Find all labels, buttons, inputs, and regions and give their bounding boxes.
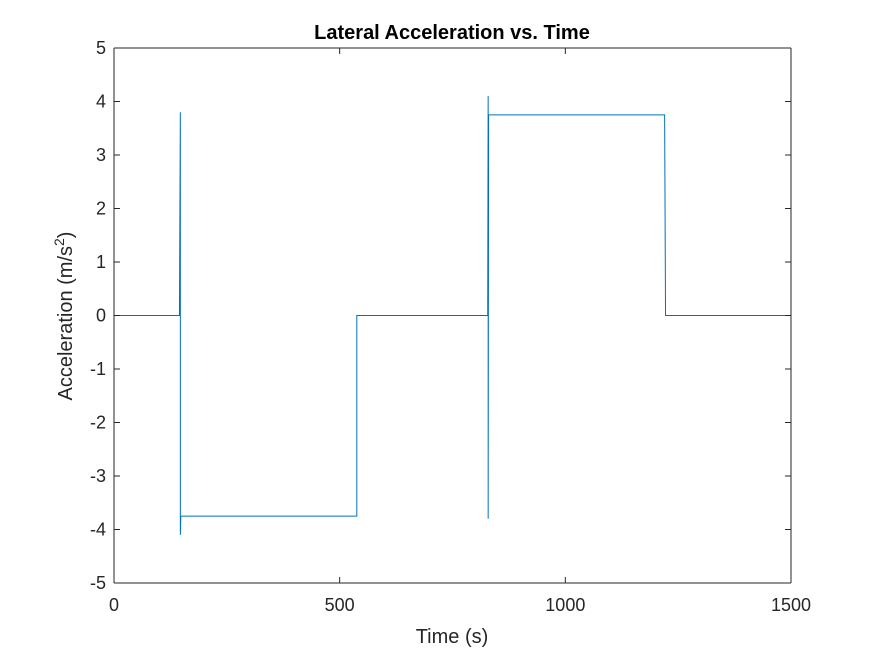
y-axis-label-main: Acceleration (m/s (55, 246, 77, 401)
y-tick-label: -3 (90, 466, 106, 486)
x-tick-label: 0 (109, 595, 119, 615)
y-axis-label: Acceleration (m/s2) (51, 232, 77, 401)
y-tick-label: -5 (90, 573, 106, 593)
y-axis-label-close: ) (55, 232, 77, 239)
y-tick-label: -1 (90, 359, 106, 379)
y-tick-label: -4 (90, 520, 106, 540)
y-tick-label: 5 (96, 38, 106, 58)
y-tick-label: 0 (96, 306, 106, 326)
y-tick-label: 2 (96, 199, 106, 219)
x-tick-label: 500 (325, 595, 355, 615)
x-tick-label: 1000 (545, 595, 585, 615)
y-tick-label: 4 (96, 92, 106, 112)
axes-layer: 0 500 1000 1500 -5 -4 -3 -2 -1 0 1 2 3 4 5 (90, 38, 811, 615)
y-tick-label: 3 (96, 145, 106, 165)
y-axis-label-superscript: 2 (51, 238, 67, 246)
x-tick-label: 1500 (771, 595, 811, 615)
y-tick-label: 1 (96, 252, 106, 272)
series-layer (113, 96, 791, 535)
series-line-0 (113, 96, 791, 535)
y-tick-label: -2 (90, 413, 106, 433)
chart-title: Lateral Acceleration vs. Time (314, 22, 590, 44)
x-axis-label: Time (s) (416, 626, 489, 648)
